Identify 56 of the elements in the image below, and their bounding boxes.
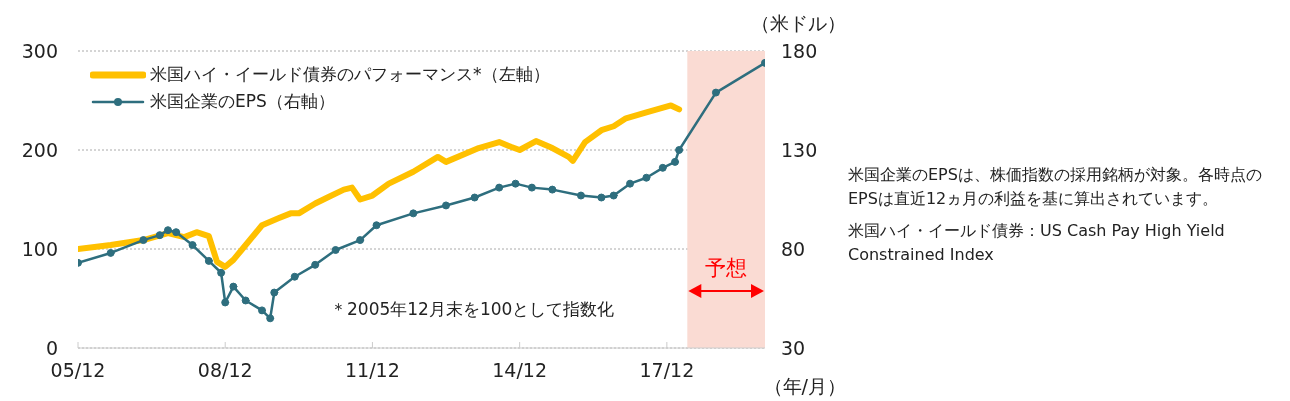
point xyxy=(597,193,606,202)
point xyxy=(642,173,651,182)
point xyxy=(229,282,238,291)
y2-tick-label: 30 xyxy=(781,336,806,359)
point xyxy=(711,88,720,97)
x-tick-label: 17/12 xyxy=(639,359,695,382)
point xyxy=(675,146,684,154)
point xyxy=(270,288,279,297)
y-tick-label: 0 xyxy=(45,336,58,359)
y-tick-label: 100 xyxy=(21,237,58,260)
y-tick-label: 200 xyxy=(21,138,58,161)
point xyxy=(155,231,164,240)
point xyxy=(258,306,267,315)
point xyxy=(106,248,115,257)
text: 米国企業のEPSは、株価指数の採用銘柄が対象。各時点のEPSは直近12ヵ月の利益を基に算出されています。 xyxy=(848,164,1263,210)
legend-label: 米国企業のEPS（右軸） xyxy=(150,90,335,113)
x-tick-label: 14/12 xyxy=(492,359,548,382)
y2-tick-label: 80 xyxy=(781,237,806,260)
point xyxy=(548,185,557,194)
point xyxy=(139,236,148,245)
y2-tick-label: 130 xyxy=(781,138,818,161)
point xyxy=(495,183,504,192)
point xyxy=(576,191,585,200)
point xyxy=(266,314,275,323)
annotation: ＊2005年12月末を100として指数化 xyxy=(330,299,615,319)
point xyxy=(511,179,520,188)
point xyxy=(671,157,680,166)
legend-label: 米国ハイ・イールド債券のパフォーマンス*（左軸） xyxy=(150,63,550,86)
y2-axis-title: （米ドル） xyxy=(751,12,846,34)
point xyxy=(311,260,320,269)
point xyxy=(188,241,197,250)
y2-tick-label: 180 xyxy=(781,39,818,62)
point xyxy=(217,268,226,277)
x-tick-label: 11/12 xyxy=(345,359,400,382)
x-tick-label: 05/12 xyxy=(50,359,106,382)
point xyxy=(658,163,667,172)
point xyxy=(372,221,381,230)
point xyxy=(331,245,340,254)
point xyxy=(470,193,479,202)
band-label: 予想 xyxy=(705,256,748,280)
point xyxy=(626,179,635,188)
point xyxy=(609,191,618,200)
point xyxy=(290,272,299,281)
point xyxy=(163,226,172,235)
y-tick-label: 300 xyxy=(21,39,58,62)
point xyxy=(356,236,365,245)
point xyxy=(442,201,451,210)
x-axis-title: （年/月） xyxy=(763,375,846,397)
point xyxy=(204,256,213,265)
point xyxy=(409,209,418,218)
text: 米国ハイ・イールド債券：US Cash Pay High Yield Constrained Index xyxy=(848,220,1226,266)
x-tick-label: 08/12 xyxy=(197,359,253,382)
point xyxy=(172,228,181,237)
point xyxy=(221,298,230,307)
point xyxy=(241,296,250,305)
point xyxy=(527,183,536,192)
